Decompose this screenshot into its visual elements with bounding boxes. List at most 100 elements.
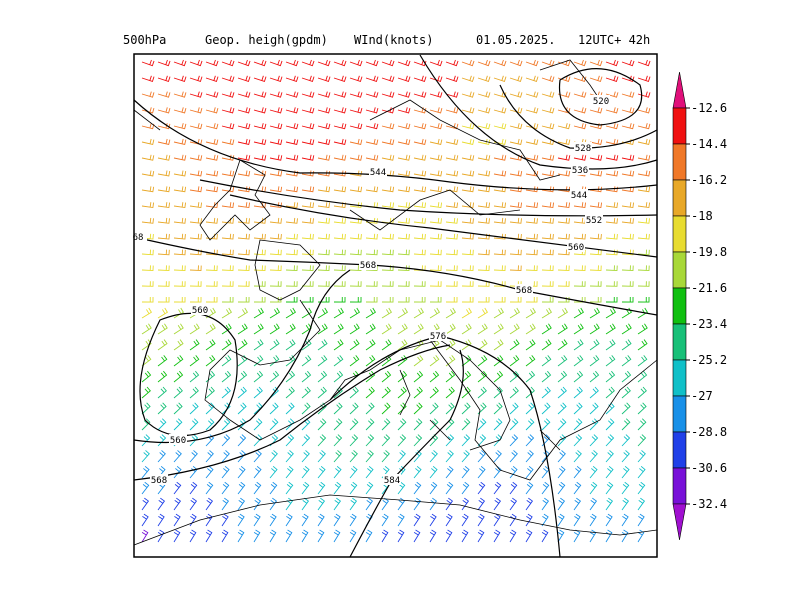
wind-barb	[157, 323, 168, 335]
wind-barb	[253, 339, 264, 351]
wind-barb	[141, 75, 155, 82]
wind-barb	[301, 465, 310, 479]
wind-barb	[573, 75, 587, 82]
wind-barb	[429, 107, 443, 114]
wind-barb	[525, 170, 539, 177]
wind-barb	[141, 513, 149, 527]
wind-barb	[397, 123, 411, 130]
wind-barb	[621, 91, 635, 98]
wind-barb	[541, 465, 550, 479]
wind-barb	[253, 297, 266, 303]
wind-barb	[349, 297, 362, 303]
wind-barb	[461, 265, 474, 272]
wind-barb	[541, 339, 552, 351]
coastline	[133, 109, 511, 451]
wind-barb	[509, 307, 520, 319]
wind-barb	[573, 91, 587, 98]
wind-barb	[525, 249, 538, 256]
wind-barb	[365, 307, 376, 319]
wind-barb	[189, 265, 202, 272]
wind-barb	[253, 249, 266, 256]
wind-barb	[237, 297, 250, 303]
wind-barb	[333, 107, 347, 114]
wind-barb	[269, 513, 277, 527]
wind-barb	[173, 281, 186, 287]
wind-barb	[461, 123, 475, 130]
colorbar-segment	[672, 395, 687, 433]
wind-barb	[573, 59, 587, 67]
wind-barb	[349, 386, 359, 399]
wind-barb	[205, 107, 219, 114]
wind-barb	[397, 529, 405, 543]
wind-barb	[509, 202, 523, 209]
wind-barb	[605, 355, 616, 367]
wind-barb	[365, 233, 378, 240]
contour-label: 552	[586, 216, 602, 226]
wind-barb	[429, 123, 443, 130]
wind-barb	[365, 465, 374, 479]
wind-barb	[365, 186, 379, 193]
wind-barb	[381, 233, 394, 240]
wind-barb	[365, 123, 379, 130]
wind-barb	[237, 59, 251, 67]
wind-barb	[301, 370, 312, 383]
wind-barb	[237, 355, 248, 367]
wind-barb	[605, 281, 618, 287]
colorbar-segment	[672, 143, 687, 181]
wind-barb	[605, 170, 619, 177]
wind-barb	[493, 233, 506, 240]
wind-barb	[605, 434, 615, 447]
wind-barb	[605, 307, 616, 319]
wind-barb	[157, 249, 170, 256]
wind-barb	[301, 91, 315, 98]
wind-barb	[541, 402, 551, 415]
wind-barb	[413, 465, 422, 479]
wind-barb	[573, 497, 582, 511]
wind-barb	[477, 386, 487, 399]
wind-barb	[461, 418, 471, 431]
wind-barb	[445, 91, 459, 98]
wind-barb	[205, 265, 218, 272]
wind-barb	[381, 339, 392, 351]
wind-barb	[461, 75, 475, 82]
wind-barb	[301, 323, 312, 335]
wind-barb	[285, 217, 298, 224]
wind-barb	[557, 170, 571, 177]
wind-barb	[173, 450, 182, 463]
wind-barb	[285, 123, 299, 130]
wind-barb	[525, 75, 539, 82]
wind-barb	[493, 418, 503, 431]
wind-barb	[461, 91, 475, 98]
wind-barb	[285, 386, 295, 399]
wind-barb	[589, 154, 603, 161]
wind-barb	[429, 186, 443, 193]
wind-barb	[557, 450, 566, 463]
wind-barb	[333, 339, 344, 351]
wind-barb	[173, 307, 184, 319]
wind-barb	[141, 154, 155, 161]
wind-barb	[173, 513, 181, 527]
wind-barb	[205, 59, 219, 67]
wind-barb	[349, 323, 360, 335]
wind-barb	[269, 450, 278, 463]
wind-barb	[285, 202, 299, 209]
wind-barb	[381, 107, 395, 114]
wind-barb	[477, 281, 490, 287]
wind-barb	[173, 233, 186, 240]
wind-barb	[333, 123, 347, 130]
wind-barb	[189, 107, 203, 114]
wind-barb	[637, 418, 647, 431]
wind-barb	[541, 217, 554, 224]
wind-barb	[557, 186, 571, 193]
wind-barb	[397, 450, 406, 463]
wind-barb	[157, 450, 166, 463]
wind-barb	[493, 529, 501, 543]
wind-barb	[237, 233, 250, 240]
wind-barb	[269, 529, 277, 543]
wind-barb	[461, 434, 471, 447]
wind-barb	[381, 497, 390, 511]
wind-barb	[637, 202, 651, 209]
contour-label-bg	[129, 231, 147, 242]
wind-barb	[429, 370, 440, 383]
wind-barb	[301, 386, 311, 399]
